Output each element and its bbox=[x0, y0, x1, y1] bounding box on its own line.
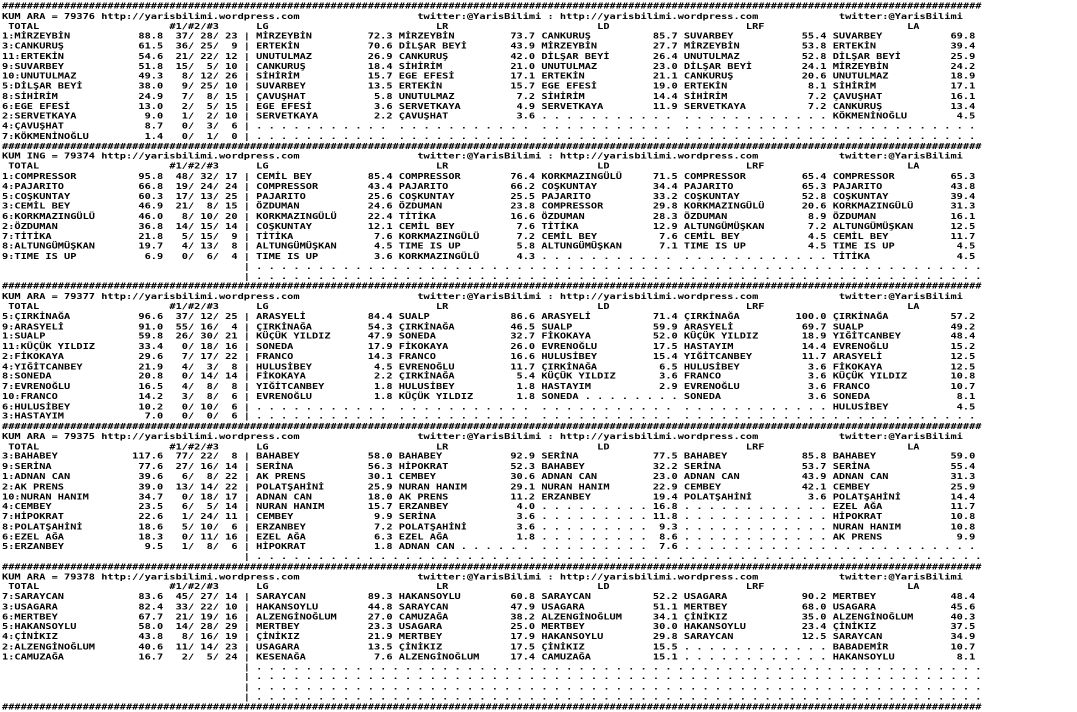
separator-rule-3: ########################################… bbox=[2, 421, 982, 432]
data-row-0-1: 3:CANKURUŞ 61.5 36/ 25/ 9 | ERTEKİN 70.6… bbox=[2, 41, 976, 52]
data-row-2-2: 1:SUALP 59.8 26/ 30/ 21 | KÜÇÜK YILDIZ 4… bbox=[2, 331, 976, 342]
block-header-4: KUM ARA = 79378 http://yarisbilimi.wordp… bbox=[2, 572, 963, 582]
data-row-1-9: | . . . . . . . . . . . . . . . . . . . … bbox=[243, 261, 982, 272]
data-row-3-1: 9:SERİNA 77.6 27/ 16/ 14 | SERİNA 56.3 H… bbox=[2, 462, 976, 472]
data-row-0-6: 8:SİHİRİM 24.9 7/ 8/ 15 | ÇAVUŞHAT 5.8 U… bbox=[2, 91, 976, 102]
data-row-4-9: | . . . . . . . . . . . . . . . . . . . … bbox=[243, 682, 982, 692]
data-row-2-8: 10:FRANCO 14.2 3/ 8/ 6 | EVRENOĞLU 1.8 K… bbox=[2, 391, 976, 402]
data-row-2-1: 9:ARASYELİ 91.0 55/ 16/ 4 | ÇIRKİNAĞA 54… bbox=[2, 321, 976, 332]
column-header-1: TOTAL #1/#2/#3 LG LR LD LRF LA bbox=[8, 161, 920, 172]
data-row-3-3: 2:AK PRENS 39.0 13/ 14/ 22 | POLATŞAHİNİ… bbox=[2, 482, 976, 492]
data-row-1-3: 3:CEMİL BEY 46.9 21/ 8/ 15 | ÖZDUMAN 24.… bbox=[2, 201, 976, 212]
column-header-2: TOTAL #1/#2/#3 LG LR LD LRF LA bbox=[8, 301, 920, 312]
separator-rule-1: ########################################… bbox=[2, 141, 982, 152]
data-row-3-2: 1:ADNAN CAN 39.6 6/ 8/ 22 | AK PRENS 30.… bbox=[2, 472, 976, 482]
data-row-0-10: 7:KÖKMENİNOĞLU 1.4 0/ 1/ 0 | . . . . . .… bbox=[2, 131, 976, 142]
block-header-0: KUM ARA = 79376 http://yarisbilimi.wordp… bbox=[2, 11, 963, 21]
separator-rule-2: ########################################… bbox=[2, 281, 982, 292]
data-row-1-0: 1:COMPRESSOR 95.8 48/ 32/ 17 | CEMİL BEY… bbox=[2, 171, 976, 182]
column-header-0: TOTAL #1/#2/#3 LG LR LD LRF LA bbox=[8, 21, 920, 31]
data-row-3-7: 8:POLATŞAHİNİ 18.6 5/ 10/ 6 | ERZANBEY 7… bbox=[2, 522, 976, 532]
block-header-1: KUM ING = 79374 http://yarisbilimi.wordp… bbox=[2, 151, 963, 162]
data-row-2-10: 3:HASTAYIM 7.0 0/ 0/ 6 | . . . . . . . .… bbox=[2, 411, 976, 422]
column-header-4: TOTAL #1/#2/#3 LG LR LD LRF LA bbox=[8, 582, 920, 592]
data-row-4-7: | . . . . . . . . . . . . . . . . . . . … bbox=[243, 662, 982, 672]
data-row-2-7: 7:EVRENOĞLU 16.5 4/ 8/ 8 | YIĞİTCANBEY 1… bbox=[2, 381, 976, 392]
data-row-1-6: 7:TİTİKA 21.8 5/ 15/ 9 | TİTİKA 7.6 KORK… bbox=[2, 231, 976, 242]
data-row-0-9: 4:ÇAVUŞHAT 8.7 0/ 3/ 6 | . . . . . . . .… bbox=[2, 121, 976, 132]
separator-rule-4: ########################################… bbox=[2, 562, 982, 572]
data-row-4-1: 3:USAGARA 82.4 33/ 22/ 10 | HAKANSOYLU 4… bbox=[2, 602, 976, 612]
data-row-3-10: | . . . . . . . . . . . . . . . . . . . … bbox=[243, 552, 982, 562]
data-row-1-1: 4:PAJARITO 66.8 19/ 24/ 24 | COMPRESSOR … bbox=[2, 181, 976, 192]
data-row-4-2: 6:MERTBEY 67.7 21/ 19/ 16 | ALZENGİNOĞLU… bbox=[2, 612, 976, 622]
data-row-4-10: | . . . . . . . . . . . . . . . . . . . … bbox=[243, 692, 982, 702]
column-header-3: TOTAL #1/#2/#3 LG LR LD LRF LA bbox=[8, 442, 920, 452]
separator-rule-0: ########################################… bbox=[2, 1, 982, 11]
data-row-0-0: 1:MİRZEYBİN 88.8 37/ 28/ 23 | MİRZEYBİN … bbox=[2, 31, 976, 42]
data-row-1-10: | . . . . . . . . . . . . . . . . . . . … bbox=[243, 271, 982, 282]
data-row-0-5: 5:DİLŞAR BEYİ 38.0 9/ 25/ 10 | SUVARBEY … bbox=[2, 81, 976, 92]
data-row-1-5: 2:ÖZDUMAN 36.8 14/ 15/ 14 | COŞKUNTAY 12… bbox=[2, 221, 976, 232]
data-row-4-5: 2:ALZENGİNOĞLUM 40.6 11/ 14/ 23 | USAGAR… bbox=[2, 642, 976, 652]
data-row-0-8: 2:SERVETKAYA 9.0 1/ 2/ 10 | SERVETKAYA 2… bbox=[2, 111, 976, 122]
data-row-2-9: 6:HULUSİBEY 10.2 0/ 10/ 6 | . . . . . . … bbox=[2, 401, 976, 412]
data-row-4-6: 1:CAMUZAĞA 16.7 2/ 5/ 24 | KESENAĞA 7.6 … bbox=[2, 652, 976, 662]
data-row-1-4: 6:KORKMAZINGÜLÜ 46.0 8/ 10/ 20 | KORKMAZ… bbox=[2, 211, 976, 222]
data-row-1-2: 5:COŞKUNTAY 60.3 17/ 13/ 25 | PAJARITO 2… bbox=[2, 191, 976, 202]
data-row-4-8: | . . . . . . . . . . . . . . . . . . . … bbox=[243, 672, 982, 682]
data-row-3-6: 7:HİPOKRAT 22.6 1/ 24/ 11 | CEMBEY 9.9 S… bbox=[2, 512, 976, 522]
data-row-2-3: 11:KÜÇÜK YILDIZ 33.4 0/ 18/ 16 | SONEDA … bbox=[2, 341, 976, 352]
data-row-2-5: 4:YIĞİTCANBEY 21.9 4/ 3/ 8 | HULUSİBEY 4… bbox=[2, 361, 976, 372]
data-row-4-4: 4:ÇİNİKIZ 43.8 8/ 16/ 19 | ÇİNİKIZ 21.9 … bbox=[2, 632, 976, 642]
data-row-2-4: 2:FİKOKAYA 29.6 7/ 17/ 22 | FRANCO 14.3 … bbox=[2, 351, 976, 362]
data-row-0-2: 11:ERTEKİN 54.6 21/ 22/ 12 | UNUTULMAZ 2… bbox=[2, 51, 976, 62]
data-row-3-8: 6:EZEL AĞA 18.3 0/ 11/ 16 | EZEL AĞA 6.3… bbox=[2, 532, 976, 542]
separator-rule-final: ########################################… bbox=[2, 702, 982, 712]
data-row-3-9: 5:ERZANBEY 9.5 1/ 8/ 6 | HİPOKRAT 1.8 AD… bbox=[2, 542, 976, 552]
block-header-3: KUM ARA = 79375 http://yarisbilimi.wordp… bbox=[2, 432, 963, 442]
data-row-4-3: 5:HAKANSOYLU 58.0 14/ 28/ 29 | MERTBEY 2… bbox=[2, 622, 976, 632]
data-row-0-7: 6:EGE EFESİ 13.0 2/ 5/ 15 | EGE EFESİ 3.… bbox=[2, 101, 976, 112]
data-row-3-0: 3:BAHABEY 117.6 77/ 22/ 8 | BAHABEY 58.0… bbox=[2, 452, 976, 462]
data-row-3-4: 10:NURAN HANIM 34.7 0/ 18/ 17 | ADNAN CA… bbox=[2, 492, 976, 502]
data-row-2-6: 8:SONEDA 20.8 0/ 14/ 14 | FİKOKAYA 2.2 Ç… bbox=[2, 371, 976, 382]
data-row-3-5: 4:CEMBEY 23.5 6/ 5/ 14 | NURAN HANIM 15.… bbox=[2, 502, 976, 512]
data-row-2-0: 5:ÇIRKİNAĞA 96.6 37/ 12/ 25 | ARASYELİ 8… bbox=[2, 311, 976, 322]
data-row-0-4: 10:UNUTULMAZ 49.3 8/ 12/ 26 | SİHİRİM 15… bbox=[2, 71, 976, 82]
data-row-1-7: 8:ALTUNGÜMÜŞKAN 19.7 4/ 13/ 8 | ALTUNGÜM… bbox=[2, 241, 976, 252]
data-row-1-8: 9:TIME IS UP 6.9 0/ 6/ 4 | TIME IS UP 3.… bbox=[2, 251, 976, 262]
data-row-4-0: 7:SARAYCAN 83.6 45/ 27/ 14 | SARAYCAN 89… bbox=[2, 592, 976, 602]
block-header-2: KUM ARA = 79377 http://yarisbilimi.wordp… bbox=[2, 291, 963, 302]
data-row-0-3: 9:SUVARBEY 51.8 15/ 5/ 10 | CANKURUŞ 18.… bbox=[2, 61, 976, 72]
